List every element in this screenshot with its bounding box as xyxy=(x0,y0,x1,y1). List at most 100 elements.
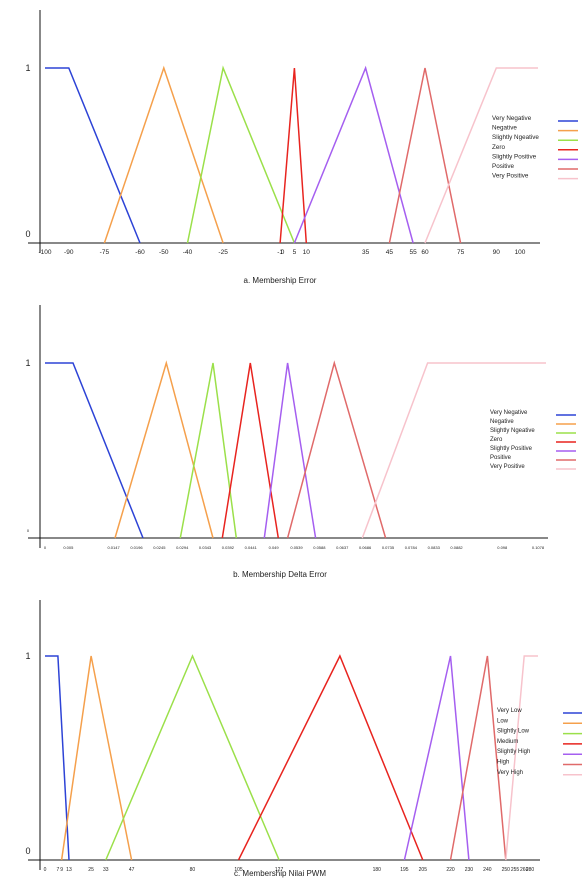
legend-label: Negative xyxy=(490,419,514,425)
series-line-medium xyxy=(237,654,424,861)
legend-label: Negative xyxy=(492,125,517,132)
series-line-slightly-positive xyxy=(263,362,317,539)
x-tick-label: 0.098 xyxy=(497,545,508,550)
x-tick-label: 0 xyxy=(44,867,47,873)
x-tick-label: 60 xyxy=(421,249,429,256)
y-tick-label-0: 0 xyxy=(25,846,30,856)
x-tick-label: -100 xyxy=(38,249,51,256)
x-tick-label: 0.0245 xyxy=(153,545,166,550)
x-tick-label: 0.0343 xyxy=(199,545,212,550)
legend-label: Very Positive xyxy=(492,173,529,180)
legend-label: Slightly Low xyxy=(497,729,530,735)
x-tick-label: 13 xyxy=(66,867,72,873)
x-tick-label: 7 xyxy=(57,867,60,873)
chart-caption: c. Membership Nilai PWM xyxy=(234,869,326,878)
legend-label: High xyxy=(497,760,509,766)
x-tick-label: -75 xyxy=(100,249,110,256)
legend-label: Slightly Positive xyxy=(492,153,537,160)
x-tick-label: -90 xyxy=(64,249,74,256)
legend-label: Slightly Ngeative xyxy=(492,134,539,141)
legend-label: Positive xyxy=(492,163,515,170)
x-tick-label: -60 xyxy=(135,249,145,256)
x-tick-label: 0.0147 xyxy=(107,545,120,550)
x-tick-label: 0.0882 xyxy=(450,545,463,550)
x-tick-label: 0.0686 xyxy=(359,545,372,550)
chart-membership-error: 01-100 -90 -75 -60 -50 -40 -25 -10 5 10 35 45 55 60 75… xyxy=(25,10,578,285)
series-line-high xyxy=(449,655,507,861)
legend-label: Zero xyxy=(492,144,505,151)
legend-label: Slightly High xyxy=(497,749,530,755)
series-line-slightly-low xyxy=(105,654,280,861)
x-tick-label: 0.0588 xyxy=(313,545,326,550)
x-tick-label: 0.049 xyxy=(269,545,280,550)
x-tick-label: 0.0294 xyxy=(176,545,189,550)
legend-label: Very High xyxy=(497,770,523,776)
x-tick-label: 47 xyxy=(129,867,135,873)
x-tick-label: 280 xyxy=(526,867,535,873)
y-tick-label-0: 0 xyxy=(27,528,30,533)
legend-label: Zero xyxy=(490,437,503,443)
x-tick-label: 9 xyxy=(60,867,63,873)
series-line-slightly-ngeative xyxy=(179,362,238,539)
x-tick-label: 0 xyxy=(44,545,47,550)
series-line-very-low xyxy=(45,655,70,861)
x-tick-label: 100 xyxy=(515,249,526,256)
series-line-very-negative xyxy=(45,67,141,244)
x-tick-label: 5 xyxy=(293,249,297,256)
x-tick-label: 127 xyxy=(275,867,284,873)
series-line-positive xyxy=(388,67,462,244)
x-tick-label: 35 xyxy=(362,249,370,256)
chart-membership-delta-error: 0 1 0 0.005 0.0147 0.0196 0.0245 0.0294 0.0343 0.… xyxy=(25,305,576,579)
x-tick-label: 0.0441 xyxy=(245,545,258,550)
x-tick-label: 0.0637 xyxy=(336,545,349,550)
legend-label: Very Positive xyxy=(490,464,525,470)
x-tick-label: 0.0392 xyxy=(222,545,235,550)
series-line-negative xyxy=(103,65,224,244)
series-line-very-high xyxy=(505,655,538,861)
x-tick-label: 240 xyxy=(483,867,492,873)
x-tick-label: -1 xyxy=(277,249,283,256)
series-line-very-negative xyxy=(45,362,144,539)
y-tick-label-1: 1 xyxy=(25,651,30,661)
x-tick-label: 0.005 xyxy=(63,545,74,550)
x-tick-label: 0.1078 xyxy=(532,545,545,550)
y-tick-label-1: 1 xyxy=(25,63,30,73)
legend-label: Very Negative xyxy=(490,410,528,416)
x-tick-label: 0.0784 xyxy=(405,545,418,550)
x-tick-label: 195 xyxy=(400,867,409,873)
y-tick-label-1: 1 xyxy=(25,358,30,368)
y-tick-label-0: 0 xyxy=(25,229,30,239)
chart-membership-pwm: 0 1 0 7 9 13 25 33 47 80 105 127 180 195 205 220 230 240 2… xyxy=(25,600,582,878)
legend-label: Low xyxy=(497,718,509,724)
x-tick-label: 0.0196 xyxy=(130,545,143,550)
legend-label: Positive xyxy=(490,455,512,461)
chart-caption: a. Membership Error xyxy=(244,276,317,285)
legend-label: Medium xyxy=(497,739,518,745)
x-tick-label: 90 xyxy=(493,249,501,256)
x-tick-label: 205 xyxy=(419,867,428,873)
x-tick-label: 33 xyxy=(103,867,109,873)
series-line-very-positive xyxy=(361,362,546,539)
x-tick-label: 180 xyxy=(373,867,382,873)
x-tick-label: 260 xyxy=(520,867,529,873)
legend-label: Very Low xyxy=(497,708,522,714)
x-tick-label: -40 xyxy=(183,249,193,256)
series-line-slightly-positive xyxy=(293,65,414,244)
x-tick-label: 10 xyxy=(303,249,311,256)
series-line-slightly-high xyxy=(403,655,470,861)
x-tick-label: 0.0833 xyxy=(428,545,441,550)
x-tick-label: 0.0539 xyxy=(290,545,303,550)
x-tick-label: 250 xyxy=(502,867,511,873)
series-line-negative xyxy=(114,360,214,539)
series-line-low xyxy=(60,655,133,861)
x-tick-label: 25 xyxy=(88,867,94,873)
series-line-zero xyxy=(279,67,308,244)
x-tick-label: 255 xyxy=(511,867,520,873)
series-line-positive xyxy=(286,360,387,539)
x-tick-label: 75 xyxy=(457,249,465,256)
x-tick-label: 105 xyxy=(234,867,243,873)
x-tick-label: -25 xyxy=(218,249,228,256)
series-line-zero xyxy=(221,362,280,539)
x-tick-label: 80 xyxy=(190,867,196,873)
